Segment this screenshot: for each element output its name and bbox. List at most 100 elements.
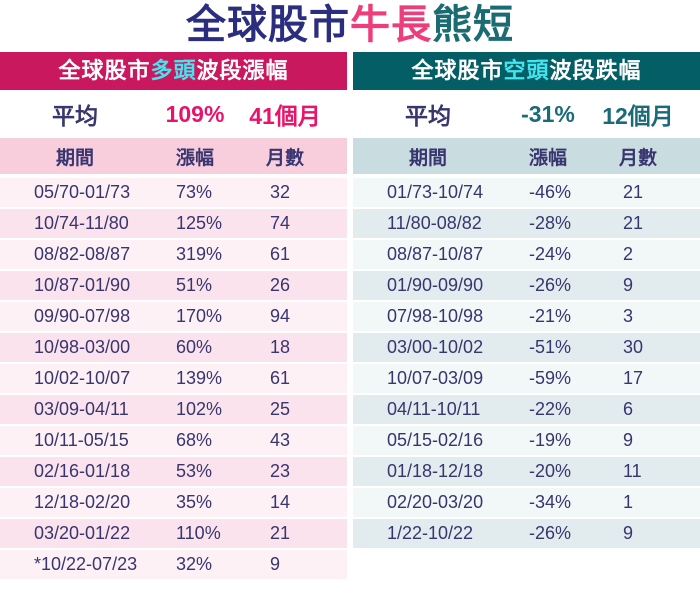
cell-months: 21 [623,213,644,233]
cell-period: 02/20-03/20 [387,492,484,512]
bear-average-change: -31% [521,100,575,127]
bull-col-header-period: 期間 [55,147,94,169]
bear-column-headers: 期間 漲幅 月數 [353,138,700,174]
cell-months: 9 [623,430,634,450]
title-bear-segment: 熊短 [432,2,514,47]
cell-months: 21 [270,523,291,543]
bull-table-title-bar: 全球股市多頭波段漲幅 [0,52,347,90]
cell-period: 10/02-10/07 [34,368,131,388]
bear-title-prefix: 全球股市 [411,58,504,83]
cell-months: 61 [270,244,291,264]
cell-change: -20% [529,461,572,481]
cell-change: -34% [529,492,572,512]
cell-change: -51% [529,337,572,357]
bear-table-row: 08/87-10/87 -24% 2 [353,240,700,269]
cell-change: 319% [176,244,223,264]
bear-table-row: 04/11-10/11 -22% 6 [353,395,700,424]
cell-period: 03/09-04/11 [34,399,129,419]
cell-months: 1 [623,492,634,512]
bear-average-duration: 12個月 [602,103,674,129]
bull-table-row: 03/09-04/11 102% 25 [0,395,347,424]
cell-period: 02/16-01/18 [34,461,131,481]
cell-period: 01/90-09/90 [387,275,484,295]
bull-table-row: 02/16-01/18 53% 23 [0,457,347,486]
cell-change: 102% [176,399,223,419]
cell-months: 9 [623,523,634,543]
cell-months: 30 [623,337,644,357]
bull-table: 全球股市多頭波段漲幅 平均 109% 41個月 期間 漲幅 月數 05/70-0… [0,52,347,581]
bear-title-suffix: 波段跌幅 [549,58,642,83]
bear-table-row: 03/00-10/02 -51% 30 [353,333,700,362]
cell-months: 14 [270,492,291,512]
cell-months: 6 [623,399,634,419]
cell-period: 10/87-01/90 [34,275,131,295]
bear-average-row: 平均 -31% 12個月 [353,90,700,138]
cell-months: 61 [270,368,291,388]
cell-change: 110% [176,523,221,543]
cell-months: 32 [270,182,291,202]
bull-column-headers: 期間 漲幅 月數 [0,138,347,174]
cell-months: 74 [270,213,291,233]
cell-change: -19% [529,430,572,450]
cell-change: 73% [176,182,213,202]
cell-change: -22% [529,399,572,419]
bear-table-row: 10/07-03/09 -59% 17 [353,364,700,393]
bull-average-duration: 41個月 [249,103,321,129]
cell-period: 04/11-10/11 [387,399,481,419]
bull-table-row: 10/87-01/90 51% 26 [0,271,347,300]
bull-table-row: 08/82-08/87 319% 61 [0,240,347,269]
cell-period: 03/20-01/22 [34,523,131,543]
page-title: 全球股市牛長熊短 [0,0,700,52]
cell-months: 17 [623,368,644,388]
cell-months: 9 [270,554,281,574]
bull-col-header-months: 月數 [265,147,304,169]
bull-rows: 05/70-01/73 73% 32 10/74-11/80 125% 74 08/82-0… [0,178,347,579]
cell-change: 53% [176,461,213,481]
cell-months: 94 [270,306,291,326]
bull-average-row: 平均 109% 41個月 [0,90,347,138]
cell-period: 08/82-08/87 [34,244,131,264]
bear-rows: 01/73-10/74 -46% 21 11/80-08/82 -28% 21 08/87-… [353,178,700,548]
cell-period: 08/87-10/87 [387,244,484,264]
bear-col-header-months: 月數 [618,147,657,169]
cell-change: 51% [176,275,213,295]
bull-table-row: *10/22-07/23 32% 9 [0,550,347,579]
cell-months: 43 [270,430,291,450]
cell-change: -28% [529,213,572,233]
bear-table-row: 1/22-10/22 -26% 9 [353,519,700,548]
bear-col-header-period: 期間 [408,147,447,169]
cell-months: 18 [270,337,291,357]
cell-period: 10/07-03/09 [387,368,484,388]
cell-months: 21 [623,182,644,202]
cell-months: 2 [623,244,634,264]
bear-table-row: 01/73-10/74 -46% 21 [353,178,700,207]
cell-change: 139% [176,368,223,388]
cell-change: -24% [529,244,572,264]
cell-period: 12/18-02/20 [34,492,131,512]
cell-change: 68% [176,430,213,450]
cell-period: 05/15-02/16 [387,430,484,450]
cell-change: -26% [529,523,572,543]
cell-period: 07/98-10/98 [387,306,484,326]
bull-table-row: 12/18-02/20 35% 14 [0,488,347,517]
cell-months: 3 [623,306,634,326]
cell-change: 32% [176,554,213,574]
cell-months: 26 [270,275,291,295]
bear-table-row: 02/20-03/20 -34% 1 [353,488,700,517]
bull-title-suffix: 波段漲幅 [196,58,289,83]
cell-period: *10/22-07/23 [34,554,138,574]
cell-months: 11 [623,461,642,481]
tables-container: 全球股市多頭波段漲幅 平均 109% 41個月 期間 漲幅 月數 05/70-0… [0,52,700,581]
bear-table-title-bar: 全球股市空頭波段跌幅 [353,52,700,90]
cell-change: -21% [529,306,572,326]
title-market-segment: 全球股市 [186,2,350,47]
cell-change: 170% [176,306,223,326]
bull-table-row: 10/02-10/07 139% 61 [0,364,347,393]
cell-period: 10/98-03/00 [34,337,131,357]
bull-title-highlight: 多頭 [150,58,197,83]
cell-period: 10/11-05/15 [34,430,129,450]
cell-period: 11/80-08/82 [387,213,482,233]
bear-table-row: 01/18-12/18 -20% 11 [353,457,700,486]
bull-table-row: 10/11-05/15 68% 43 [0,426,347,455]
